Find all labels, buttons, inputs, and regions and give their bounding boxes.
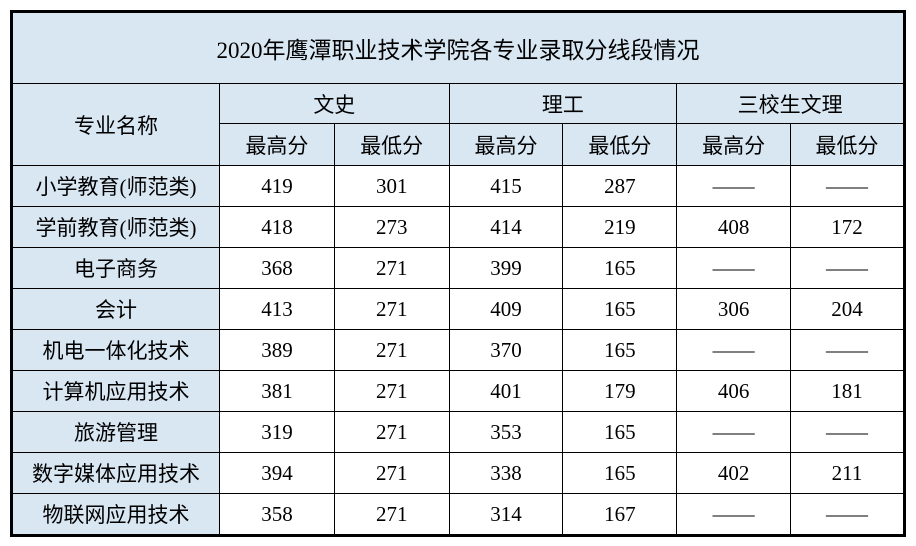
- sub-header-row: 最高分 最低分 最高分 最低分 最高分 最低分: [12, 123, 905, 166]
- score-cell: 418: [219, 206, 335, 248]
- score-cell: 353: [448, 411, 564, 453]
- score-cell: 394: [219, 452, 335, 494]
- table-title: 2020年鹰潭职业技术学院各专业录取分线段情况: [11, 11, 905, 84]
- score-cell: 172: [790, 206, 905, 248]
- score-cell: ——: [676, 493, 792, 536]
- row-label-major: 物联网应用技术: [10, 493, 221, 536]
- table-row: 会计 413 271 409 165 306 204: [10, 288, 905, 330]
- row-label-major: 计算机应用技术: [10, 370, 221, 412]
- score-cell: 165: [562, 452, 678, 494]
- score-cell: 287: [562, 165, 678, 207]
- row-label-major: 小学教育(师范类): [10, 165, 221, 207]
- score-cell: 338: [448, 452, 564, 494]
- score-cell: 415: [448, 165, 564, 207]
- score-cell: 314: [448, 493, 564, 536]
- column-header-sanxiao-max: 最高分: [676, 123, 792, 166]
- score-cell: 165: [562, 329, 678, 371]
- score-cell: 167: [562, 493, 678, 536]
- table-row: 旅游管理 319 271 353 165 —— ——: [10, 411, 905, 453]
- table-row: 小学教育(师范类) 419 301 415 287 —— ——: [10, 165, 905, 207]
- score-cell: 165: [562, 411, 678, 453]
- score-cell: ——: [790, 329, 905, 371]
- score-cell: ——: [790, 165, 905, 207]
- score-cell: ——: [676, 247, 792, 289]
- score-cell: 419: [219, 165, 335, 207]
- score-cell: 211: [790, 452, 905, 494]
- score-cell: 271: [333, 493, 450, 536]
- score-cell: 389: [219, 329, 335, 371]
- column-header-wenshi-max: 最高分: [219, 123, 335, 166]
- score-cell: 402: [676, 452, 792, 494]
- table-row: 物联网应用技术 358 271 314 167 —— ——: [10, 493, 905, 536]
- score-cell: ——: [790, 247, 905, 289]
- score-cell: 271: [333, 329, 450, 371]
- score-cell: 358: [219, 493, 335, 536]
- score-cell: 370: [448, 329, 564, 371]
- score-cell: 181: [790, 370, 905, 412]
- table-row: 机电一体化技术 389 271 370 165 —— ——: [10, 329, 905, 371]
- column-header-ligong-max: 最高分: [448, 123, 564, 166]
- score-cell: 165: [562, 247, 678, 289]
- row-label-major: 数字媒体应用技术: [10, 452, 221, 494]
- score-cell: 273: [333, 206, 450, 248]
- score-cell: 401: [448, 370, 564, 412]
- row-label-major: 旅游管理: [10, 411, 221, 453]
- table-row: 电子商务 368 271 399 165 —— ——: [10, 247, 905, 289]
- column-header-ligong-min: 最低分: [562, 123, 678, 166]
- row-label-major: 机电一体化技术: [10, 329, 221, 371]
- score-cell: 271: [333, 370, 450, 412]
- table-row: 数字媒体应用技术 394 271 338 165 402 211: [10, 452, 905, 494]
- score-cell: 271: [333, 247, 450, 289]
- column-group-wenshi: 文史: [219, 83, 450, 124]
- score-cell: 408: [676, 206, 792, 248]
- score-cell: ——: [676, 165, 792, 207]
- score-cell: 319: [219, 411, 335, 453]
- score-cell: 368: [219, 247, 335, 289]
- row-label-major: 会计: [10, 288, 221, 330]
- table-row: 计算机应用技术 381 271 401 179 406 181: [10, 370, 905, 412]
- score-cell: 381: [219, 370, 335, 412]
- admission-scores-table: 2020年鹰潭职业技术学院各专业录取分线段情况 专业名称 文史 理工 三校生文理…: [10, 10, 906, 537]
- score-cell: ——: [676, 411, 792, 453]
- table-body: 小学教育(师范类) 419 301 415 287 —— —— 学前教育(师范类) 418 273…: [10, 165, 905, 536]
- column-group-ligong: 理工: [448, 83, 678, 124]
- score-cell: 204: [790, 288, 905, 330]
- score-cell: 406: [676, 370, 792, 412]
- score-cell: 271: [333, 411, 450, 453]
- column-header-sanxiao-min: 最低分: [790, 123, 905, 166]
- column-header-wenshi-min: 最低分: [333, 123, 450, 166]
- score-cell: 271: [333, 452, 450, 494]
- score-cell: 409: [448, 288, 564, 330]
- score-cell: 413: [219, 288, 335, 330]
- score-cell: 219: [562, 206, 678, 248]
- score-cell: 301: [333, 165, 450, 207]
- column-header-major: 专业名称: [10, 83, 221, 166]
- score-cell: 165: [562, 288, 678, 330]
- score-cell: ——: [676, 329, 792, 371]
- score-cell: 399: [448, 247, 564, 289]
- score-cell: 306: [676, 288, 792, 330]
- column-group-sanxiaosheng: 三校生文理: [676, 83, 905, 124]
- score-cell: ——: [790, 411, 905, 453]
- row-label-major: 学前教育(师范类): [10, 206, 221, 248]
- group-header-row: 专业名称 文史 理工 三校生文理: [10, 83, 905, 166]
- title-row: 2020年鹰潭职业技术学院各专业录取分线段情况: [11, 11, 905, 84]
- score-cell: 179: [562, 370, 678, 412]
- row-label-major: 电子商务: [10, 247, 221, 289]
- score-cell: 414: [448, 206, 564, 248]
- table-row: 学前教育(师范类) 418 273 414 219 408 172: [10, 206, 905, 248]
- score-cell: ——: [790, 493, 905, 536]
- score-cell: 271: [333, 288, 450, 330]
